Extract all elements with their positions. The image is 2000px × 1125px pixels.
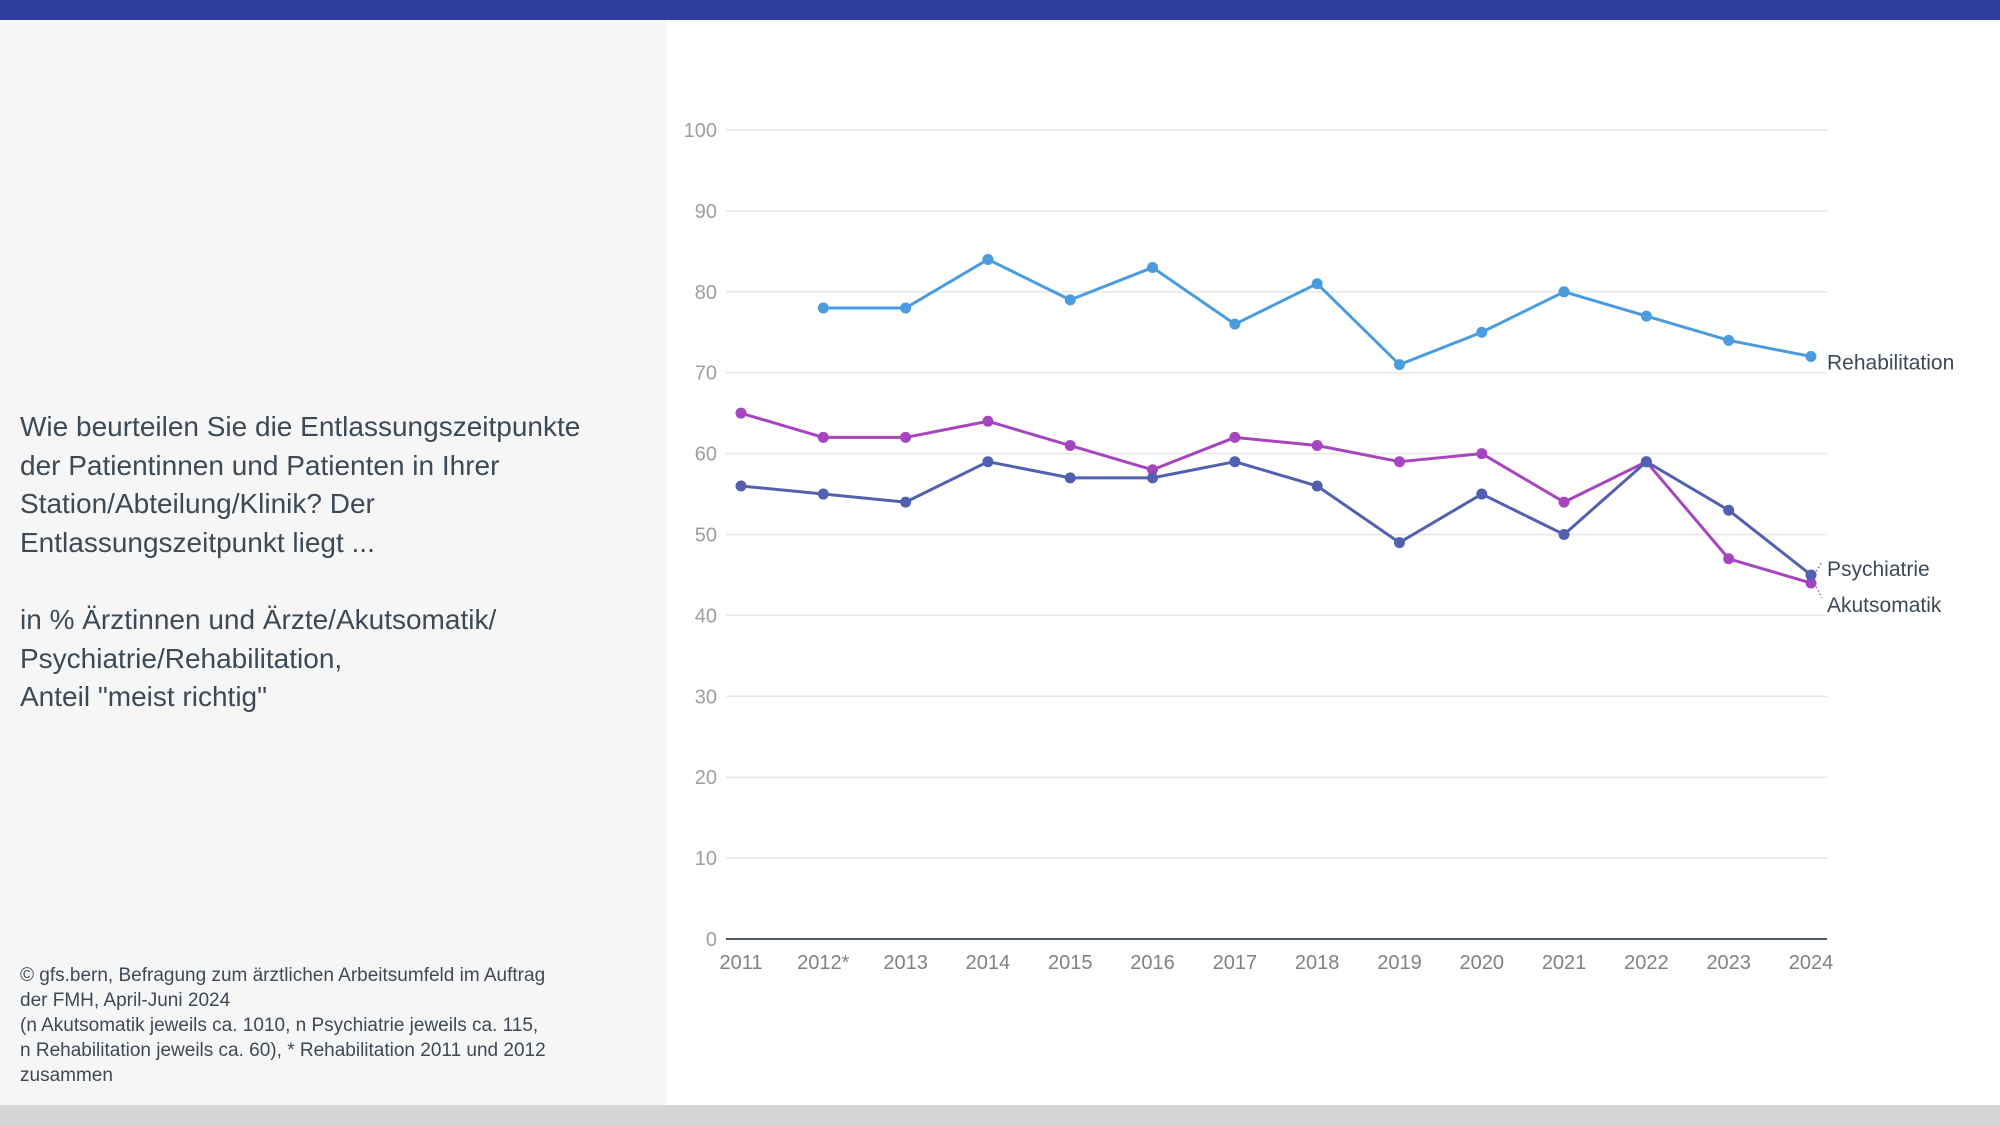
data-point bbox=[900, 496, 912, 508]
data-point bbox=[1805, 351, 1817, 363]
series-akutsomatik bbox=[735, 407, 1817, 589]
data-point bbox=[1476, 488, 1488, 500]
top-accent-bar bbox=[0, 0, 2000, 20]
y-axis-ticks: 0 10 20 30 40 50 60 70 80 90 100 bbox=[684, 120, 717, 951]
y-tick-label: 20 bbox=[695, 767, 717, 789]
x-tick-label: 2021 bbox=[1542, 952, 1587, 974]
data-point bbox=[1476, 326, 1488, 338]
y-tick-label: 50 bbox=[695, 525, 717, 547]
series-labels: Rehabilitation Akutsomatik Psychiatrie bbox=[1813, 352, 1954, 617]
series-lines bbox=[735, 253, 1817, 589]
y-tick-label: 40 bbox=[695, 605, 717, 627]
data-point bbox=[1311, 278, 1323, 290]
y-tick-label: 90 bbox=[695, 201, 717, 223]
x-tick-label: 2011 bbox=[719, 952, 762, 974]
data-point bbox=[1723, 334, 1735, 346]
data-point bbox=[900, 302, 912, 314]
x-tick-label: 2019 bbox=[1377, 952, 1422, 974]
data-point bbox=[1558, 286, 1570, 298]
data-point bbox=[1393, 456, 1405, 468]
data-point bbox=[900, 431, 912, 443]
data-point bbox=[1393, 359, 1405, 371]
x-tick-label: 2014 bbox=[966, 952, 1011, 974]
gridlines bbox=[726, 129, 1827, 859]
data-point bbox=[1476, 448, 1488, 460]
y-tick-label: 70 bbox=[695, 363, 717, 385]
data-point bbox=[1311, 440, 1323, 452]
data-point bbox=[1558, 529, 1570, 540]
x-tick-label: 2016 bbox=[1130, 952, 1175, 974]
x-axis-ticks: 2011 2012* 2013 2014 2015 2016 2017 2018 2019 202… bbox=[719, 952, 1833, 974]
data-point bbox=[1393, 537, 1405, 549]
x-tick-label: 2020 bbox=[1460, 952, 1505, 974]
label-connector bbox=[1813, 561, 1823, 576]
data-point bbox=[1064, 294, 1076, 306]
source-note: © gfs.bern, Befragung zum ärztlichen Arb… bbox=[20, 965, 546, 1086]
label-connector bbox=[1813, 582, 1823, 599]
x-tick-label: 2022 bbox=[1624, 952, 1669, 974]
data-point bbox=[1723, 504, 1735, 516]
line-chart: 0 10 20 30 40 50 60 70 80 90 100 2011 2012* 2013 2014… bbox=[684, 120, 1955, 974]
bottom-band bbox=[0, 1105, 2000, 1125]
series-line bbox=[823, 257, 1812, 367]
x-tick-label: 2023 bbox=[1706, 952, 1751, 974]
data-point bbox=[817, 488, 829, 500]
x-tick-label: 2015 bbox=[1048, 952, 1093, 974]
data-point bbox=[1723, 553, 1735, 565]
data-point bbox=[817, 431, 829, 443]
y-tick-label: 30 bbox=[695, 686, 717, 708]
data-point bbox=[982, 415, 994, 427]
series-line bbox=[740, 411, 1812, 585]
data-point bbox=[1558, 496, 1570, 508]
data-point bbox=[735, 407, 747, 419]
data-point bbox=[735, 480, 747, 492]
x-tick-label: 2017 bbox=[1213, 952, 1258, 974]
data-point bbox=[1805, 569, 1817, 581]
data-point bbox=[982, 456, 994, 468]
series-rehabilitation bbox=[817, 253, 1817, 371]
data-point bbox=[1147, 472, 1159, 484]
x-tick-label: 2012* bbox=[797, 952, 849, 974]
series-label: Akutsomatik bbox=[1827, 594, 1942, 617]
data-point bbox=[1147, 262, 1159, 274]
series-psychiatrie bbox=[735, 456, 1817, 581]
y-tick-label: 0 bbox=[706, 929, 717, 951]
data-point bbox=[1147, 464, 1159, 476]
left-panel bbox=[0, 20, 666, 1105]
series-line bbox=[740, 460, 1812, 577]
data-point bbox=[1229, 431, 1241, 443]
data-point bbox=[1064, 472, 1076, 484]
data-point bbox=[1311, 480, 1323, 492]
data-point bbox=[1805, 577, 1817, 589]
data-point bbox=[1064, 440, 1076, 452]
data-point bbox=[1229, 318, 1241, 330]
x-tick-label: 2018 bbox=[1295, 952, 1340, 974]
chart-subtitle: in % Ärztinnen und Ärzte/Akutsomatik/ Ps… bbox=[20, 604, 497, 712]
data-point bbox=[1640, 310, 1652, 322]
x-tick-label: 2013 bbox=[883, 952, 928, 974]
y-tick-label: 60 bbox=[695, 444, 717, 466]
data-point bbox=[817, 302, 829, 314]
question-text: Wie beurteilen Sie die Entlassungszeitpu… bbox=[20, 411, 581, 558]
y-tick-label: 100 bbox=[684, 120, 717, 142]
data-point bbox=[1640, 456, 1652, 468]
series-label: Psychiatrie bbox=[1827, 558, 1930, 581]
data-point bbox=[1229, 456, 1241, 468]
y-tick-label: 10 bbox=[695, 848, 717, 870]
series-label: Rehabilitation bbox=[1827, 352, 1954, 375]
data-point bbox=[982, 253, 994, 265]
x-tick-label: 2024 bbox=[1789, 952, 1834, 974]
y-tick-label: 80 bbox=[695, 282, 717, 304]
